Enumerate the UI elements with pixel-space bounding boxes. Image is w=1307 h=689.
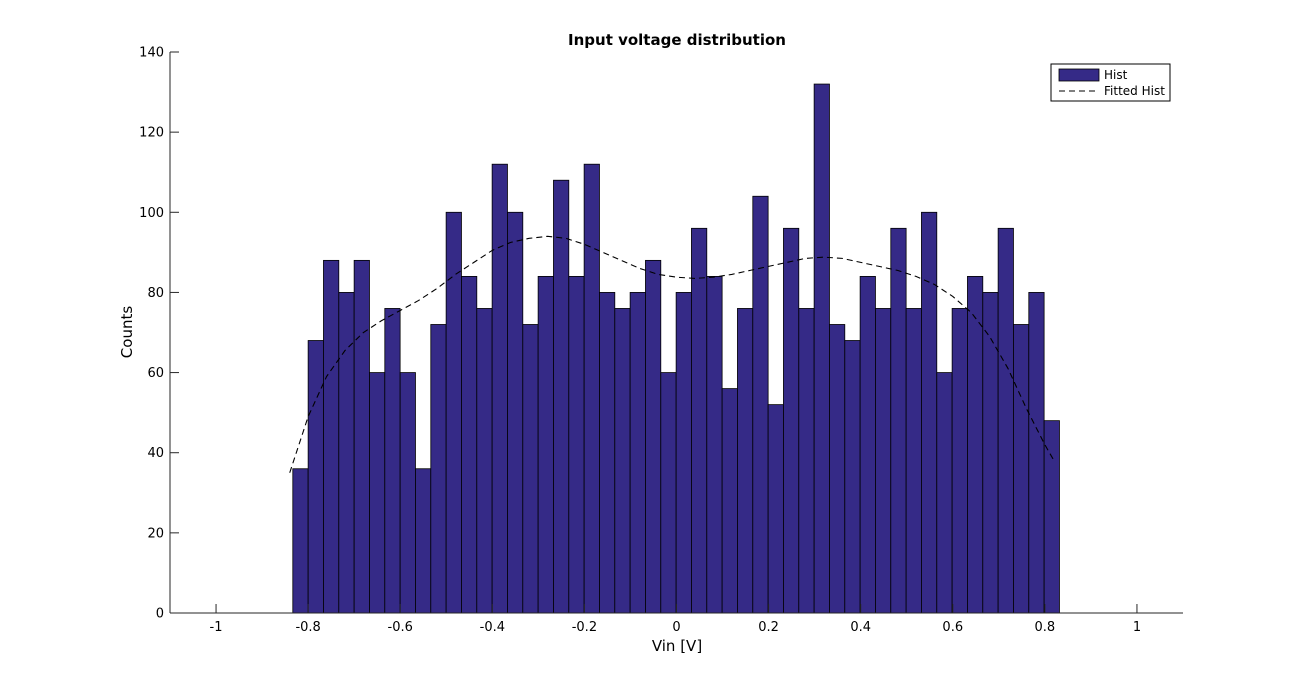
histogram-bar [905, 308, 922, 614]
fitted-hist-line [289, 235, 1055, 473]
histogram-bar [813, 83, 830, 614]
histogram-bar [399, 372, 416, 614]
histogram-bar [936, 372, 953, 614]
x-tick-label: -0.2 [572, 620, 597, 635]
histogram-bar [568, 275, 585, 614]
histogram-bar [783, 227, 800, 614]
histogram-bar [660, 372, 677, 614]
histogram-bar [752, 195, 769, 614]
y-tick-label: 80 [147, 286, 164, 301]
histogram-bar [859, 275, 876, 614]
histogram-bar [507, 211, 524, 614]
histogram-bar [491, 163, 508, 614]
histogram-bar [583, 163, 600, 614]
histogram-bar [844, 340, 861, 614]
legend: Hist Fitted Hist [1050, 63, 1171, 102]
histogram-bar [384, 308, 401, 614]
fit-layer [289, 235, 1055, 473]
histogram-bar [675, 292, 692, 614]
histogram-bar [614, 308, 631, 614]
y-tick-label: 60 [147, 366, 164, 381]
histogram-bar [737, 308, 754, 614]
x-tick-label: 0.4 [850, 620, 871, 635]
y-tick-label: 140 [139, 46, 164, 61]
legend-swatch-hist [1058, 68, 1100, 82]
histogram-bar [537, 275, 554, 614]
bars-layer [292, 83, 1060, 614]
histogram-bar [415, 468, 432, 614]
axes-layer: -1 -0.8 -0.6 -0.4 -0.2 0 0.2 0.4 0.6 0.8 1 0 20 40 60 8… [139, 46, 1183, 635]
histogram-bar [369, 372, 386, 614]
histogram-bar [951, 308, 968, 614]
chart-title: Input voltage distribution [568, 31, 786, 49]
histogram-bar [1043, 420, 1060, 614]
x-tick-label: -1 [210, 620, 223, 635]
histogram-bar [430, 324, 447, 614]
histogram-bar [721, 388, 738, 614]
y-tick-label: 120 [139, 126, 164, 141]
histogram-bar [767, 404, 784, 614]
histogram-bar [338, 292, 355, 614]
histogram-bar [890, 227, 907, 614]
histogram-bar [982, 292, 999, 614]
histogram-bar [307, 340, 324, 614]
histogram-bar [967, 275, 984, 614]
x-tick-label: 0 [672, 620, 680, 635]
histogram-bar [553, 179, 570, 614]
histogram-bar [829, 324, 846, 614]
y-tick-label: 20 [147, 526, 164, 541]
histogram-bar [629, 292, 646, 614]
x-tick-label: 0.8 [1035, 620, 1056, 635]
histogram-bar [691, 227, 708, 614]
x-tick-label: 0.2 [758, 620, 779, 635]
histogram-bar [921, 211, 938, 614]
histogram-bar [997, 227, 1014, 614]
y-tick-label: 0 [156, 607, 164, 622]
x-axis-label: Vin [V] [652, 637, 702, 655]
histogram-bar [476, 308, 493, 614]
histogram-bar [292, 468, 309, 614]
y-tick-label: 40 [147, 446, 164, 461]
histogram-bar [1013, 324, 1030, 614]
legend-label-fit: Fitted Hist [1104, 84, 1165, 98]
x-tick-label: -0.4 [480, 620, 505, 635]
histogram-bar [798, 308, 815, 614]
y-tick-label: 100 [139, 206, 164, 221]
x-tick-label: -0.8 [295, 620, 320, 635]
histogram-bar [323, 259, 340, 614]
y-axis-label: Counts [118, 306, 136, 359]
x-tick-label: -0.6 [388, 620, 413, 635]
legend-label-hist: Hist [1104, 68, 1128, 82]
x-tick-label: 0.6 [942, 620, 963, 635]
histogram-bar [645, 259, 662, 614]
histogram-bar [522, 324, 539, 614]
histogram-bar [706, 275, 723, 614]
histogram-bar [353, 259, 370, 614]
histogram-bar [875, 308, 892, 614]
histogram-bar [1028, 292, 1045, 614]
x-tick-label: 1 [1133, 620, 1141, 635]
histogram-bar [599, 292, 616, 614]
histogram-bar [461, 275, 478, 614]
